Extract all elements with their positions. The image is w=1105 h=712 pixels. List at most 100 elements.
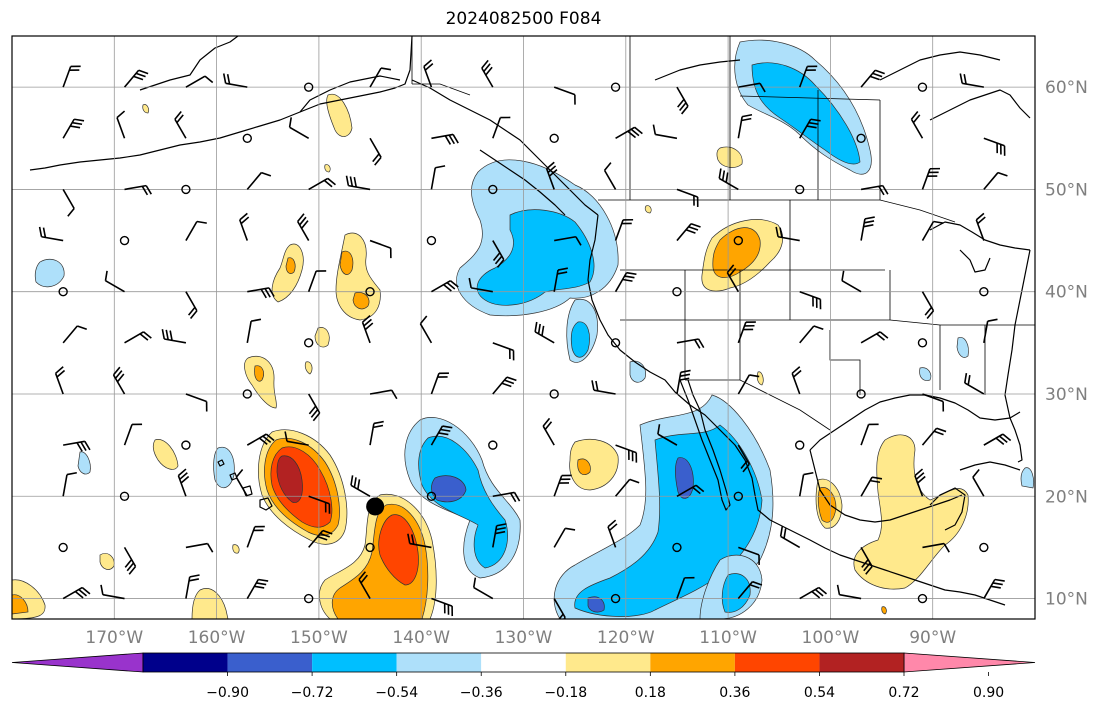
colorbar-bin <box>819 653 904 672</box>
colorbar-outline <box>142 652 905 673</box>
blue-patch-small-4 <box>919 367 932 381</box>
wind-barb <box>62 471 77 497</box>
lon-tick-label: 150°W <box>290 628 348 648</box>
wind-barb <box>964 372 985 395</box>
colorbar-bin <box>143 653 228 672</box>
wind-barb <box>676 86 689 115</box>
wind-barb <box>860 476 883 497</box>
wind-barb <box>345 175 371 191</box>
wind-barb <box>481 59 494 88</box>
wind-barb <box>222 73 248 88</box>
colorbar-tick-label: −0.36 <box>460 685 503 701</box>
cyan-region-canada <box>751 62 861 165</box>
calm-wind-circle <box>365 287 375 297</box>
lon-tick-label: 100°W <box>802 628 860 648</box>
wind-barb <box>369 389 398 400</box>
calm-wind-circle <box>917 82 928 92</box>
wind-barb <box>246 525 265 548</box>
wind-barb <box>308 495 331 514</box>
wind-barb <box>284 431 309 446</box>
calm-wind-circle <box>119 235 130 246</box>
yellow-patch-108w <box>756 371 764 386</box>
wind-barb <box>246 433 275 446</box>
colorbar-tick-label: −0.90 <box>206 685 249 701</box>
calm-wind-circle <box>549 133 559 143</box>
wind-barb <box>124 331 152 344</box>
wind-barb <box>430 425 453 446</box>
wind-barb <box>676 222 701 242</box>
wind-barb <box>100 584 125 600</box>
wind-barb <box>430 372 449 395</box>
wind-barb <box>860 331 889 344</box>
wind-barb <box>676 484 705 497</box>
yellow-region-120w <box>569 439 619 491</box>
wind-barb <box>791 366 802 395</box>
colorbar-tick-label: 0.90 <box>973 685 1004 701</box>
yellow-patch-small-4 <box>324 164 331 173</box>
wind-barb <box>112 366 126 395</box>
wind-barb <box>553 474 572 497</box>
calm-wind-circle <box>58 542 68 553</box>
calm-wind-circle <box>181 184 191 195</box>
wind-barb <box>492 491 521 503</box>
cyan-region-california <box>570 321 590 358</box>
wind-barb <box>737 444 751 473</box>
wind-barb <box>545 161 558 190</box>
wind-barb <box>185 291 198 320</box>
darkred-region-central-pacific <box>276 455 303 503</box>
wind-barb <box>185 574 200 599</box>
wind-barb <box>246 578 269 599</box>
wind-barb <box>174 110 187 139</box>
wind-barb <box>737 580 763 600</box>
orange-patch-120w <box>577 458 591 475</box>
lat-tick-label: 50°N <box>1045 180 1088 200</box>
wind-barb <box>553 527 576 548</box>
calm-wind-circle <box>917 338 928 348</box>
lon-tick-label: 110°W <box>699 628 757 648</box>
wind-barb <box>921 427 947 446</box>
yellow-patch-south-1 <box>152 439 179 470</box>
wind-barb <box>288 117 310 139</box>
wind-barb <box>726 264 740 293</box>
wind-barb <box>799 290 822 310</box>
wind-barb <box>975 212 986 241</box>
wind-barb <box>972 468 985 497</box>
wind-barb <box>603 162 617 190</box>
storm-position-marker <box>366 497 385 516</box>
wind-barb <box>983 433 1012 446</box>
orange-patch-mid-2 <box>254 365 264 382</box>
yellow-region-north-pacific-2 <box>271 243 304 303</box>
wind-barb <box>54 366 66 395</box>
calm-wind-circle <box>488 184 498 195</box>
wind-barb <box>959 73 984 88</box>
wind-barb <box>554 235 582 246</box>
wind-barb <box>407 533 432 549</box>
wind-barb <box>307 393 321 422</box>
wind-barb <box>921 291 935 320</box>
yellow-patch-125w <box>644 205 652 214</box>
yellow-region-north-pacific-1 <box>326 93 353 137</box>
map-title: 2024082500 F084 <box>445 9 602 29</box>
colorbar-extend-low <box>11 652 144 673</box>
wind-barb <box>431 280 459 293</box>
orange-patch-north-pacific-3a <box>339 250 354 275</box>
calm-wind-circle <box>303 82 314 92</box>
calm-wind-circle <box>733 491 744 501</box>
wind-barb <box>185 75 214 88</box>
lon-tick-label: 130°W <box>495 628 553 648</box>
lat-tick-label: 40°N <box>1045 283 1088 303</box>
wind-barb <box>922 393 945 412</box>
wind-barb <box>836 584 862 600</box>
wind-barb <box>185 393 208 412</box>
wind-barb <box>472 577 494 600</box>
wind-barb <box>615 444 638 463</box>
lon-tick-label: 120°W <box>597 628 655 648</box>
wind-barb <box>553 267 568 292</box>
lon-tick-label: 90°W <box>909 628 956 648</box>
calm-wind-circle <box>119 491 130 501</box>
colorbar-extend-high <box>903 652 1036 673</box>
red-region-south-pacific <box>378 514 419 586</box>
wind-barb <box>307 270 327 292</box>
colorbar-tick-label: 0.54 <box>804 685 835 701</box>
